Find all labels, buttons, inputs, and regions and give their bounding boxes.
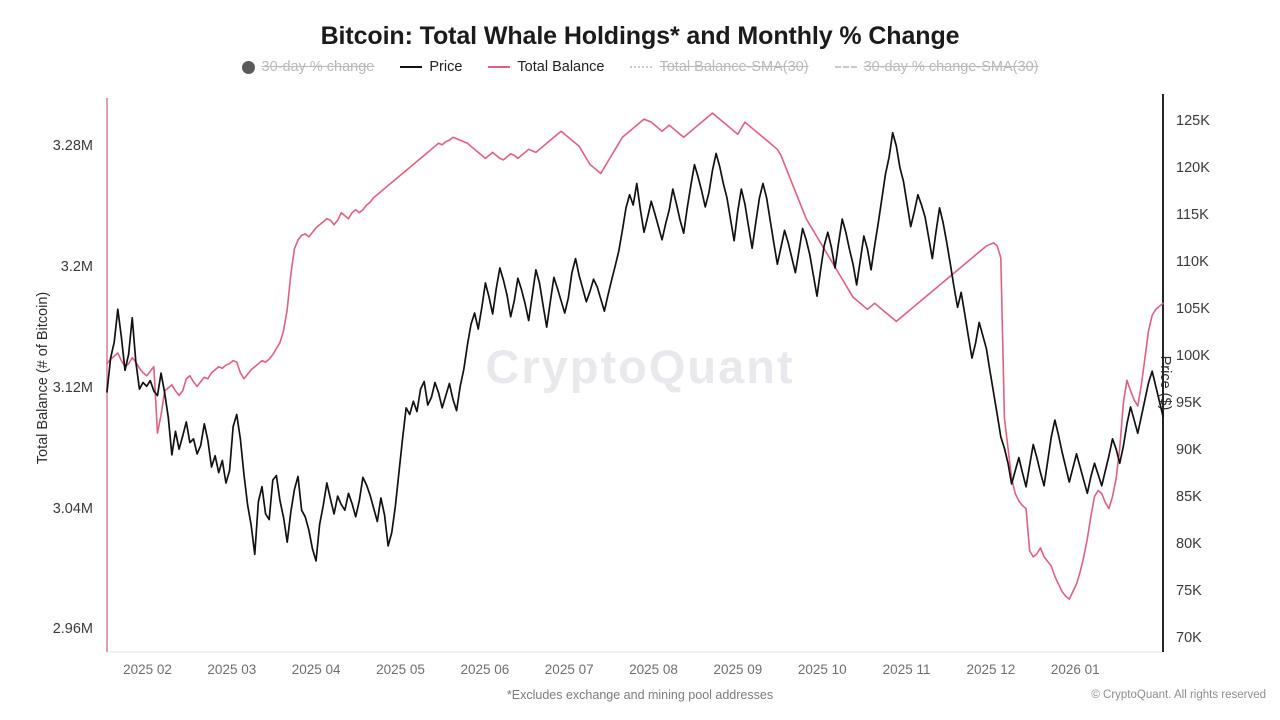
right-axis-tick-label: 90K xyxy=(1176,442,1202,459)
left-axis-tick-label: 3.12M xyxy=(52,379,93,396)
legend-item-total-balance-sma-30[interactable]: Total Balance-SMA(30) xyxy=(630,59,809,75)
right-axis-tick-label: 75K xyxy=(1176,582,1202,599)
legend-line-icon xyxy=(400,66,423,69)
x-axis-tick-label: 2025 06 xyxy=(460,662,510,677)
x-axis-tick-label: 2026 01 xyxy=(1050,662,1100,677)
footnote-excludes: *Excludes exchange and mining pool addre… xyxy=(506,688,774,702)
series-line-price xyxy=(106,131,1164,562)
x-axis-tick-label: 2025 08 xyxy=(629,662,678,677)
x-axis-tick-label: 2025 04 xyxy=(291,662,341,677)
legend-item-label: Total Balance-SMA(30) xyxy=(659,59,809,75)
chart-legend: 30-day % change Price Total Balance Total B… xyxy=(0,60,1280,75)
x-axis-tick-label: 2025 07 xyxy=(544,662,594,677)
x-axis-tick-label: 2025 11 xyxy=(882,662,931,677)
left-axis-tick-label: 2.96M xyxy=(52,621,93,638)
x-axis-tick-label: 2025 03 xyxy=(207,662,257,677)
right-axis-tick-label: 120K xyxy=(1176,160,1210,177)
right-axis-tick-label: 70K xyxy=(1176,629,1202,646)
x-axis-tick-label: 2025 02 xyxy=(123,662,172,677)
right-axis-tick-label: 115K xyxy=(1176,207,1209,224)
series-line-total-balance xyxy=(106,112,1164,600)
legend-dashed-line-icon xyxy=(834,66,857,69)
left-axis-tick-label: 3.2M xyxy=(60,259,93,276)
copyright-notice: © CryptoQuant. All rights reserved xyxy=(1091,689,1266,701)
legend-item-label: 30-day % change xyxy=(261,59,375,75)
legend-dot-marker-icon xyxy=(241,60,255,74)
left-axis-tick-label: 3.04M xyxy=(52,500,93,517)
x-axis-tick-label: 2025 05 xyxy=(376,662,425,677)
legend-dotted-line-icon xyxy=(630,66,653,69)
legend-item-label: 30-day % change-SMA(30) xyxy=(863,59,1039,75)
right-axis-tick-label: 110K xyxy=(1176,254,1209,271)
right-axis-tick-label: 105K xyxy=(1176,301,1210,318)
legend-item-label: Price xyxy=(429,59,463,75)
right-axis-tick-label: 95K xyxy=(1176,395,1202,412)
page-title: Bitcoin: Total Whale Holdings* and Month… xyxy=(320,22,960,50)
legend-item-label: Total Balance xyxy=(517,59,605,75)
legend-item-total-balance[interactable]: Total Balance xyxy=(488,60,604,75)
left-axis-tick-label: 3.28M xyxy=(52,138,93,155)
legend-item-30-day-change-sma-30[interactable]: 30-day % change-SMA(30) xyxy=(834,59,1039,75)
x-axis-tick-label: 2025 10 xyxy=(797,662,847,677)
right-axis-tick-label: 100K xyxy=(1176,348,1210,365)
right-axis-tick-label: 125K xyxy=(1176,113,1210,130)
legend-item-30-day-change[interactable]: 30-day % change xyxy=(241,59,375,75)
x-axis-tick-label: 2025 12 xyxy=(966,662,1016,677)
right-axis-tick-label: 85K xyxy=(1176,489,1202,506)
legend-line-icon xyxy=(488,66,511,69)
x-axis-tick-label: 2025 09 xyxy=(713,662,763,677)
legend-item-price[interactable]: Price xyxy=(400,60,462,75)
right-axis-tick-label: 80K xyxy=(1176,536,1202,553)
